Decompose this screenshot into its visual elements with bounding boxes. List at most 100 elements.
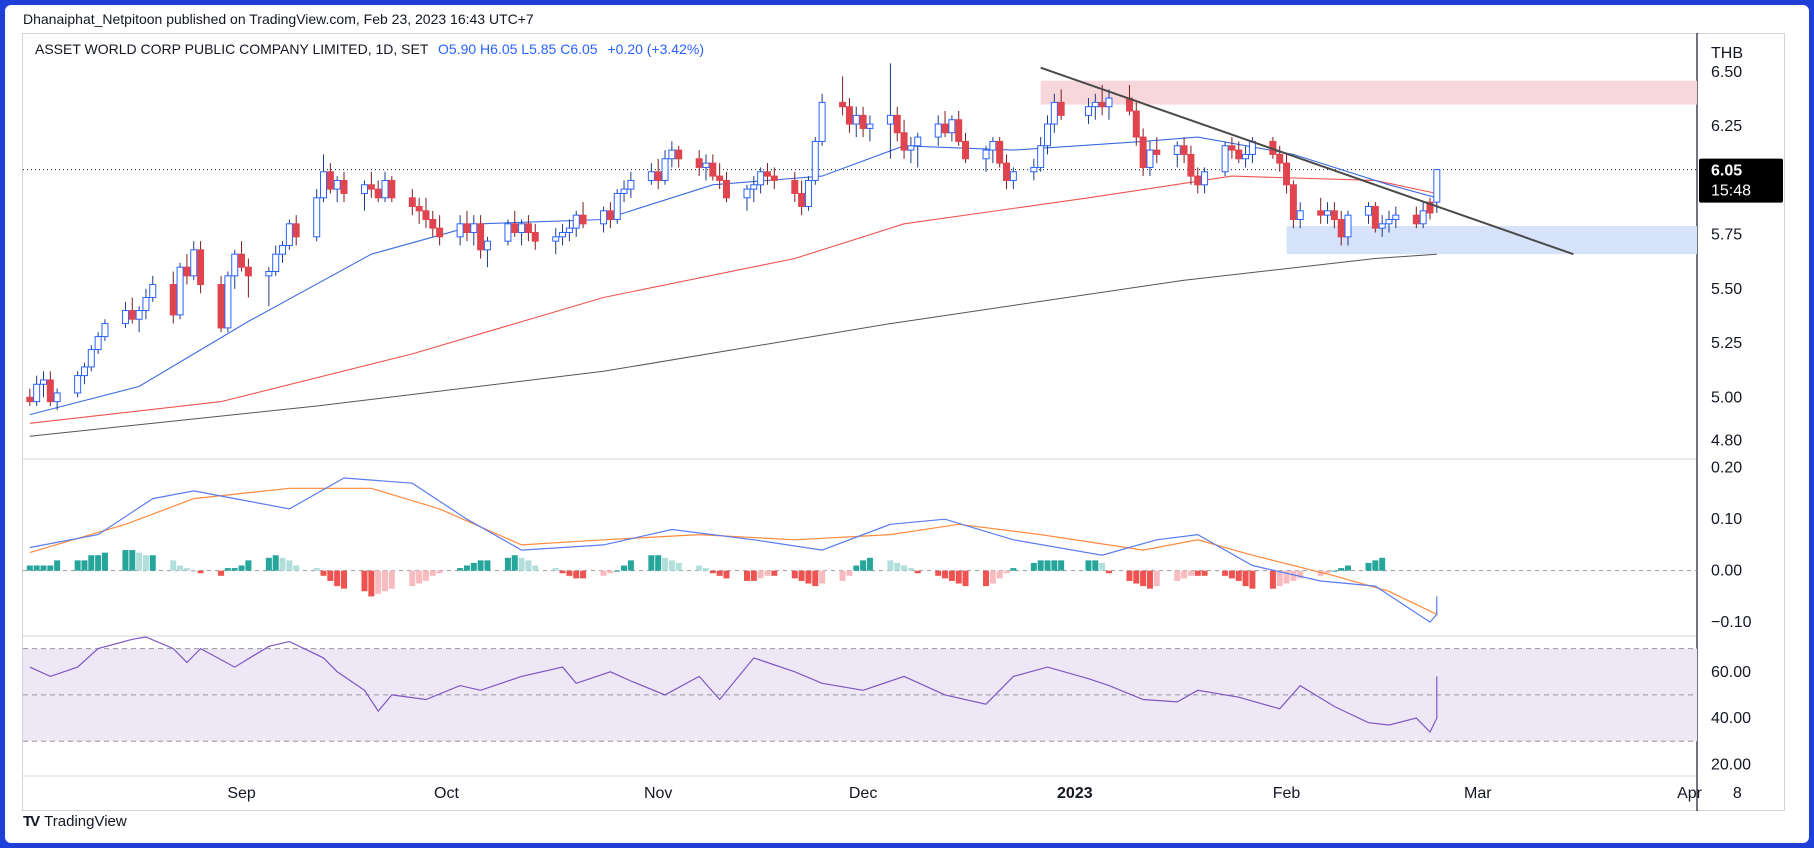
macd-tick-label: 0.20 bbox=[1711, 460, 1742, 477]
candle-body bbox=[26, 396, 34, 403]
macd-histogram-bar bbox=[1242, 570, 1249, 587]
candle-body bbox=[1330, 210, 1338, 220]
candle-body bbox=[941, 123, 949, 134]
macd-signal-line bbox=[29, 487, 1438, 616]
candle-body bbox=[265, 271, 273, 277]
macd-histogram-bar bbox=[860, 560, 867, 571]
time-tick-label: Nov bbox=[644, 785, 672, 802]
candle-body bbox=[190, 249, 198, 277]
candle-body bbox=[757, 171, 765, 186]
candle-body bbox=[559, 231, 567, 238]
macd-histogram-bar bbox=[457, 568, 464, 571]
macd-histogram-bar bbox=[245, 560, 252, 571]
candle-body bbox=[121, 310, 129, 325]
brand-name: TradingView bbox=[44, 813, 127, 830]
macd-histogram-bar bbox=[1146, 570, 1153, 589]
time-tick-label: Mar bbox=[1464, 785, 1492, 802]
price-tick-label: 6.25 bbox=[1711, 118, 1742, 135]
candle-body bbox=[1091, 101, 1099, 108]
macd-histogram-bar bbox=[409, 570, 416, 587]
candle-body bbox=[333, 179, 341, 190]
footer-brand[interactable]: TV TradingView bbox=[23, 813, 127, 830]
macd-histogram-bar bbox=[1297, 570, 1304, 579]
time-tick-label: Apr bbox=[1677, 785, 1703, 802]
price-chart[interactable]: THB 6.50 6.25 5.75 5.50 5.25 5.00 4.80 6.05 15:48… bbox=[5, 5, 1809, 843]
candle-body bbox=[750, 184, 758, 190]
macd-histogram-bar bbox=[627, 560, 634, 571]
macd-histogram-bar bbox=[265, 557, 272, 571]
candle-body bbox=[620, 188, 628, 194]
rsi-tick-label: 40.00 bbox=[1711, 710, 1751, 727]
price-change: +0.20 (+3.42%) bbox=[607, 41, 704, 57]
candle-body bbox=[1194, 175, 1202, 186]
macd-histogram-bar bbox=[320, 570, 327, 576]
macd-histogram-bar bbox=[122, 550, 129, 571]
macd-histogram-bar bbox=[764, 570, 771, 576]
candle-body bbox=[982, 149, 990, 160]
candle-body bbox=[292, 223, 300, 238]
macd-histogram-bar bbox=[313, 568, 320, 571]
candle-body bbox=[197, 249, 205, 286]
macd-histogram-bar bbox=[422, 570, 429, 581]
candle-body bbox=[839, 101, 847, 108]
candle-body bbox=[914, 136, 922, 147]
macd-histogram-bar bbox=[866, 557, 873, 571]
macd-histogram-bar bbox=[224, 568, 231, 571]
macd-histogram-bar bbox=[914, 570, 921, 574]
candle-body bbox=[1412, 214, 1420, 225]
macd-histogram-bar bbox=[839, 570, 846, 581]
last-price-tag bbox=[1699, 158, 1783, 203]
candle-body bbox=[361, 184, 368, 194]
publish-line: Dhanaiphat_Netpitoon published on Tradin… bbox=[23, 11, 534, 27]
candle-body bbox=[94, 336, 102, 351]
macd-histogram-bar bbox=[129, 550, 136, 571]
macd-histogram-bar bbox=[1201, 570, 1208, 576]
macd-histogram-bar bbox=[416, 570, 423, 584]
candle-body bbox=[128, 310, 136, 320]
macd-histogram-bar bbox=[942, 570, 949, 579]
candle-body bbox=[1378, 223, 1386, 229]
macd-histogram-bar bbox=[607, 570, 614, 574]
candle-body bbox=[326, 171, 334, 190]
candle-body bbox=[53, 392, 61, 403]
macd-histogram-bar bbox=[293, 565, 300, 571]
macd-histogram-bar bbox=[327, 570, 334, 581]
macd-histogram-bar bbox=[334, 570, 341, 587]
candle-body bbox=[1057, 101, 1065, 116]
macd-histogram-bar bbox=[648, 555, 655, 571]
last-price-value: 6.05 bbox=[1711, 163, 1742, 180]
candle-body bbox=[996, 140, 1004, 164]
candle-body bbox=[169, 284, 177, 316]
macd-histogram-bar bbox=[504, 557, 511, 571]
candle-body bbox=[340, 179, 348, 194]
macd-histogram-bar bbox=[197, 570, 204, 574]
candle-body bbox=[695, 158, 703, 168]
macd-histogram-bar bbox=[996, 570, 1003, 579]
candle-body bbox=[415, 205, 423, 212]
macd-histogram-bar bbox=[805, 570, 812, 584]
macd-histogram-bar bbox=[183, 568, 190, 571]
macd-histogram-bar bbox=[723, 570, 730, 579]
symbol-legend: ASSET WORLD CORP PUBLIC COMPANY LIMITED,… bbox=[35, 41, 704, 57]
macd-histogram-bar bbox=[1105, 570, 1112, 574]
macd-histogram-bar bbox=[614, 570, 621, 572]
ema50-line bbox=[29, 175, 1437, 424]
candle-body bbox=[470, 223, 478, 233]
candle-body bbox=[142, 297, 150, 312]
ema20-line bbox=[29, 136, 1437, 416]
candle-body bbox=[1344, 214, 1352, 238]
candle-body bbox=[1173, 145, 1181, 155]
candle-body bbox=[907, 145, 915, 151]
macd-histogram-bar bbox=[142, 555, 149, 571]
candle-body bbox=[1365, 205, 1373, 216]
candle-body bbox=[217, 284, 225, 329]
macd-histogram-bar bbox=[709, 570, 716, 574]
macd-histogram-bar bbox=[907, 568, 914, 571]
macd-histogram-bar bbox=[375, 570, 382, 594]
macd-histogram-bar bbox=[853, 565, 860, 571]
candle-body bbox=[613, 192, 621, 220]
candle-body bbox=[818, 101, 826, 142]
candle-body bbox=[1030, 166, 1038, 173]
macd-histogram-bar bbox=[1379, 557, 1386, 571]
candle-body bbox=[893, 114, 901, 134]
